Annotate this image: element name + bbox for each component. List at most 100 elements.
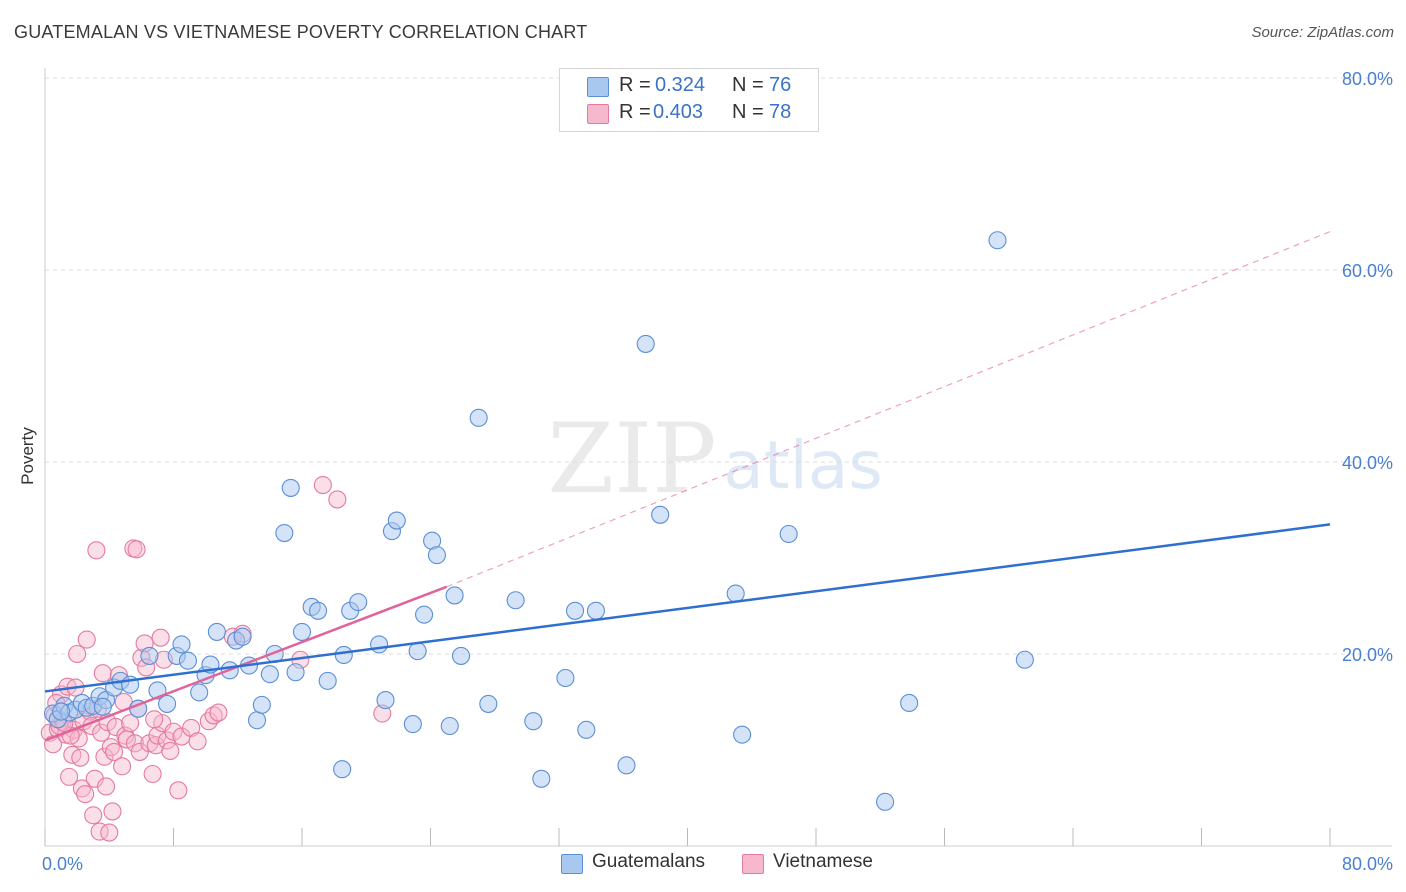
guatemalan-point	[876, 792, 895, 811]
vietnamese-point	[121, 714, 140, 733]
guatemalan-point	[726, 584, 745, 603]
vietnamese-point	[100, 823, 119, 842]
guatemalan-point	[524, 712, 543, 731]
legend-swatch-pink	[587, 104, 609, 124]
vietnamese-point	[127, 540, 146, 559]
vietnamese-point	[113, 757, 132, 776]
vietnamese-point	[143, 764, 162, 784]
guatemalan-point	[292, 622, 312, 641]
vietnamese-point	[90, 822, 109, 841]
guatemalan-point	[178, 651, 198, 670]
vietnamese-point	[72, 779, 91, 798]
bottom-legend-swatch-blue	[561, 854, 583, 874]
vietnamese-point	[161, 741, 180, 761]
vietnamese-point	[87, 541, 106, 560]
vietnamese-point	[93, 664, 112, 683]
legend-swatch-blue	[587, 77, 609, 97]
watermark-zip: ZIP	[547, 403, 716, 515]
guatemalan-point	[1015, 650, 1034, 669]
guatemalan-point	[532, 769, 551, 788]
legend-n-label-2: N =	[732, 101, 764, 123]
guatemalan-point	[207, 622, 226, 641]
vietnamese-trend-line	[44, 585, 448, 742]
guatemalan-point	[334, 645, 353, 665]
guatemalan-point	[556, 668, 575, 688]
vietnamese-point	[76, 785, 95, 804]
guatemalan-point	[349, 593, 368, 612]
source-label: Source: ZipAtlas.com	[1251, 24, 1394, 41]
guatemalan-point	[427, 546, 446, 565]
guatemalan-point	[733, 725, 752, 744]
guatemalan-point	[440, 716, 459, 736]
trend-lines	[44, 231, 1331, 742]
vietnamese-point	[188, 732, 207, 751]
vietnamese-point	[125, 734, 144, 753]
bottom-legend-vietnamese: Vietnamese	[773, 851, 873, 872]
y-tick-label: 40.0%	[1342, 453, 1393, 473]
legend-n-value-1: 76	[769, 74, 792, 96]
guatemalan-point	[403, 715, 422, 734]
legend-r-value-2: 0.403	[653, 101, 704, 123]
vietnamese-point	[60, 767, 79, 786]
vietnamese-point	[103, 802, 122, 821]
guatemalan-point	[333, 760, 352, 779]
vietnamese-point	[95, 747, 114, 766]
legend-r-value-1: 0.324	[655, 74, 706, 96]
legend-n-label-1: N =	[732, 74, 764, 96]
legend-box: R = 0.324 N = 76 R = 0.403 N = 78	[559, 68, 819, 132]
watermark: ZIP atlas	[547, 403, 882, 515]
bottom-legend-swatch-pink	[742, 854, 764, 874]
guatemalan-point	[451, 646, 471, 665]
guatemalan-trend-line	[44, 523, 1331, 693]
guatemalan-point	[988, 231, 1007, 250]
axes	[44, 68, 1392, 847]
vietnamese-point	[328, 490, 347, 509]
guatemalan-point	[286, 663, 305, 682]
guatemalan-point	[387, 511, 406, 530]
guatemalan-point	[415, 605, 434, 624]
vietnamese-point	[105, 742, 124, 761]
guatemalan-point	[309, 601, 328, 620]
guatemalan-point	[586, 601, 605, 620]
vietnamese-point	[145, 710, 164, 729]
guatemalan-point	[247, 711, 267, 730]
legend-r-label-1: R =	[619, 74, 651, 96]
tick-labels: 20.0% 40.0% 60.0% 80.0% 0.0% 80.0%	[42, 69, 1393, 874]
vietnamese-point	[77, 630, 96, 649]
y-tick-label: 20.0%	[1342, 645, 1393, 665]
y-axis-label: Poverty	[18, 427, 37, 485]
guatemalan-point	[275, 523, 294, 543]
guatemalan-point	[479, 694, 498, 713]
guatemalan-point	[370, 635, 389, 654]
guatemalan-point	[376, 691, 395, 710]
guatemalan-point	[281, 478, 300, 497]
guatemalan-point	[93, 697, 112, 716]
y-tick-label: 80.0%	[1342, 69, 1393, 89]
x-tick-label-max: 80.0%	[1342, 854, 1393, 874]
grid-lines	[45, 77, 1392, 655]
guatemalan-point	[158, 694, 177, 713]
guatemalan-point	[190, 683, 209, 702]
chart-title: GUATEMALAN VS VIETNAMESE POVERTY CORRELA…	[14, 22, 588, 42]
guatemalan-point	[233, 627, 252, 646]
vietnamese-point	[101, 738, 120, 757]
bottom-legend-guatemalans: Guatemalans	[592, 851, 706, 872]
vietnamese-point	[84, 806, 103, 825]
watermark-atlas: atlas	[723, 427, 883, 504]
guatemalan-point	[779, 524, 798, 544]
guatemalan-point	[260, 665, 279, 684]
guatemalan-point	[408, 642, 427, 661]
guatemalan-point	[172, 635, 191, 654]
y-tick-label: 60.0%	[1342, 261, 1393, 281]
guatemalan-point	[140, 646, 159, 665]
guatemalan-point	[651, 505, 670, 524]
legend-n-value-2: 78	[769, 101, 792, 123]
guatemalan-point	[900, 693, 919, 713]
vietnamese-point	[68, 644, 87, 664]
guatemalan-point	[252, 695, 271, 714]
guatemalan-point	[617, 756, 636, 775]
guatemalan-point	[52, 702, 71, 721]
guatemalan-point	[469, 408, 488, 427]
vietnamese-point	[151, 628, 170, 647]
